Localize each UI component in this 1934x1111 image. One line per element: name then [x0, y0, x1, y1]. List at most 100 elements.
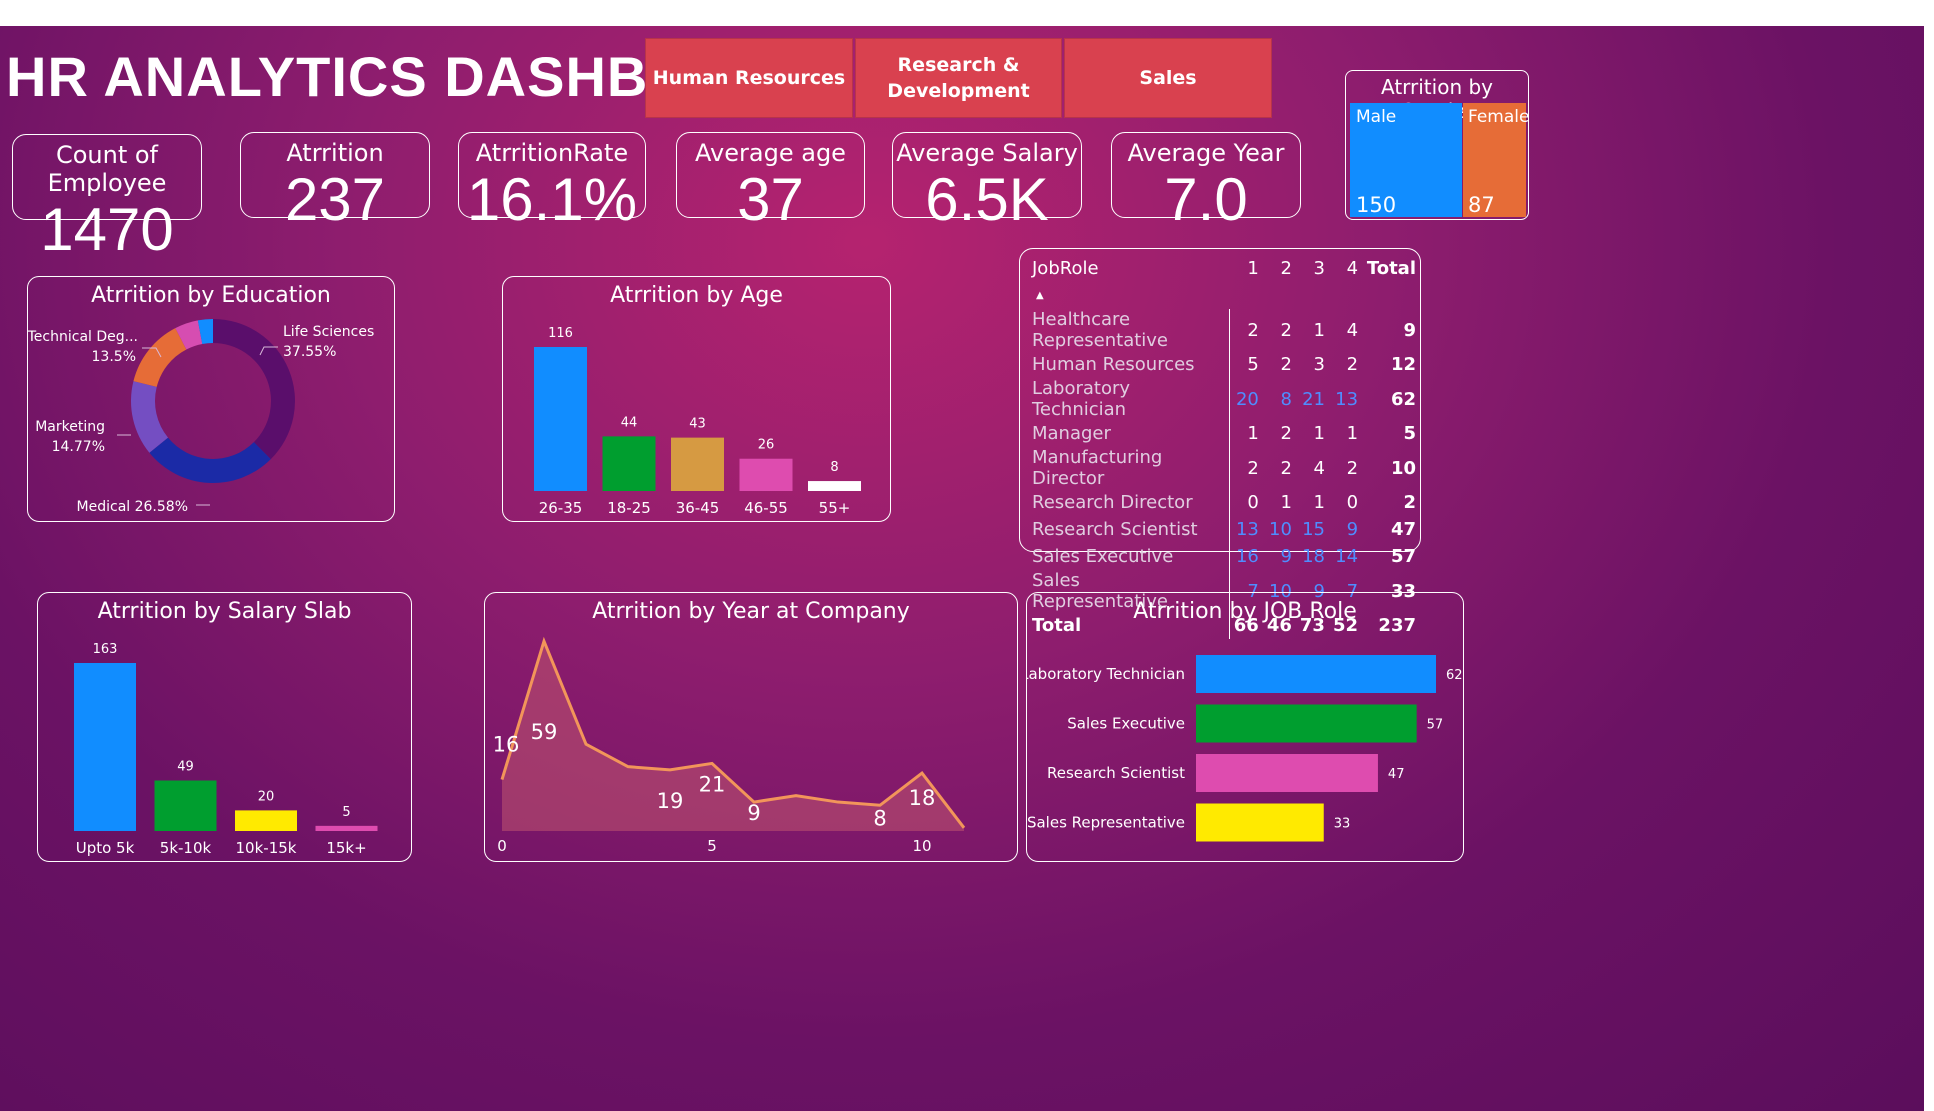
bar[interactable]	[154, 780, 217, 831]
salary-panel: Atrrition by Salary Slab 163 Upto 5k 49 5k-…	[37, 592, 412, 862]
x-tick-label: 0	[497, 837, 507, 855]
matrix-role-cell: Sales Representative	[1032, 570, 1230, 612]
data-label: 59	[531, 720, 558, 744]
matrix-value-cell: 10	[1269, 580, 1292, 602]
matrix-role-cell: Human Resources	[1032, 351, 1230, 378]
gender-female-tile[interactable]: Female 87	[1463, 103, 1529, 217]
matrix-value-cell: 2	[1346, 457, 1359, 479]
matrix-value-cell: 13	[1235, 519, 1259, 540]
bar[interactable]	[235, 810, 297, 831]
leader-line	[259, 346, 278, 356]
kpi-label: Count of Employee	[47, 141, 167, 197]
age-title: Atrrition by Age	[610, 283, 783, 308]
bar[interactable]	[74, 663, 136, 831]
matrix-value-cell: 5	[1247, 354, 1259, 375]
matrix-row[interactable]: Manager 1 2 1 1 5	[1032, 420, 1420, 447]
slicer-sales[interactable]: Sales	[1064, 38, 1272, 118]
matrix-header-jobrole[interactable]: JobRole	[1032, 258, 1099, 279]
matrix-header-col[interactable]: 1	[1247, 258, 1259, 279]
category-label: 18-25	[607, 499, 651, 517]
kpi-value: 6.5K	[925, 166, 1049, 233]
education-panel: Atrrition by Education Technical Deg... …	[27, 276, 395, 522]
matrix-value-cell: 2	[1346, 354, 1359, 375]
donut-slice[interactable]	[133, 328, 187, 387]
gender-male-tile[interactable]: Male 150	[1350, 103, 1462, 217]
matrix-value-cell: 1	[1280, 492, 1292, 513]
kpi-label: Atrrition	[286, 139, 384, 167]
years-panel: Atrrition by Year at Company 16 59 19 21 9 8 1…	[484, 592, 1018, 862]
matrix-value-cell: 13	[1335, 388, 1359, 410]
matrix-value-cell: 4	[1313, 457, 1325, 479]
donut-slice[interactable]	[175, 320, 203, 350]
matrix-header-col[interactable]: 4	[1346, 258, 1359, 279]
matrix-value-cell: 52	[1332, 615, 1359, 636]
matrix-value-cell: 8	[1280, 388, 1292, 410]
slicer-research-development[interactable]: Research & Development	[855, 38, 1062, 118]
matrix-total-cell: 9	[1403, 319, 1416, 341]
salary-title: Atrrition by Salary Slab	[97, 599, 352, 624]
matrix-row[interactable]: Research Scientist 13 10 15 9 47	[1032, 516, 1420, 543]
kpi-value: 237	[284, 166, 386, 233]
matrix-row[interactable]: Healthcare Representative 2 2 1 4 9	[1032, 309, 1420, 351]
data-label: 16	[493, 733, 520, 757]
bar[interactable]	[534, 347, 587, 491]
data-label: 8	[830, 460, 838, 475]
matrix-role-cell: Total	[1032, 612, 1230, 639]
matrix-role-cell: Healthcare Representative	[1032, 309, 1230, 351]
bar[interactable]	[1196, 803, 1324, 842]
matrix-value-cell: 9	[1313, 580, 1325, 602]
salary-bar-chart: 163 Upto 5k 49 5k-10k 20 10k-15k 5 15k+	[74, 642, 378, 857]
donut-slice[interactable]	[213, 319, 295, 460]
kpi-card-attrition: Atrrition 237	[240, 132, 430, 233]
bar[interactable]	[808, 481, 861, 491]
category-label: Sales Executive	[1067, 715, 1185, 733]
matrix-row[interactable]: Laboratory Technician 20 8 21 13 62	[1032, 378, 1420, 420]
kpi-value: 37	[737, 166, 804, 233]
matrix-value-cell: 18	[1302, 546, 1325, 567]
area-line[interactable]	[500, 636, 966, 829]
donut-slice[interactable]	[149, 437, 271, 483]
matrix-total-cell: 5	[1403, 423, 1416, 444]
matrix-value-cell: 4	[1346, 319, 1359, 341]
donut-slice[interactable]	[131, 381, 169, 453]
bar[interactable]	[602, 436, 656, 491]
bar[interactable]	[1196, 754, 1378, 792]
matrix-header-col[interactable]: 3	[1313, 258, 1325, 279]
matrix-value-cell: 1	[1313, 319, 1325, 341]
matrix-value-cell: 2	[1280, 319, 1292, 341]
matrix-row[interactable]: Research Director 0 1 1 0 2	[1032, 489, 1420, 516]
sort-arrow-icon[interactable]: ▲	[1036, 289, 1044, 301]
matrix-row[interactable]: Sales Representative 7 10 9 7 33	[1032, 570, 1420, 612]
dashboard: HR ANALYTICS DASHBOARD Human Resources R…	[0, 26, 1924, 1111]
matrix-header-col[interactable]: 2	[1280, 258, 1292, 279]
bar[interactable]	[1196, 655, 1436, 693]
category-label: 5k-10k	[160, 839, 212, 857]
matrix-value-cell: 2	[1280, 457, 1292, 479]
leader-line	[142, 347, 162, 358]
education-label-medical: Medical 26.58%	[77, 499, 188, 515]
gender-panel: Atrrition by Gender Male 150 Female 87	[1345, 70, 1529, 220]
donut-slice[interactable]	[197, 319, 213, 345]
gender-male-label: Male	[1356, 107, 1397, 127]
data-label: 33	[1334, 817, 1351, 832]
kpi-card-attrition-rate: AtrritionRate 16.1%	[458, 132, 646, 233]
matrix-value-cell: 9	[1346, 519, 1359, 540]
bar[interactable]	[671, 437, 724, 491]
category-label: Sales Representative	[1027, 814, 1185, 832]
matrix-row[interactable]: Sales Executive 16 9 18 14 57	[1032, 543, 1420, 570]
matrix-value-cell: 21	[1302, 388, 1325, 410]
bar[interactable]	[739, 458, 793, 491]
data-label: 116	[548, 326, 573, 341]
data-label: 19	[657, 789, 684, 813]
jobrole-bar-chart: Laboratory Technician 62 Sales Executive 57…	[1027, 655, 1463, 842]
kpi-label: Average age	[695, 139, 846, 167]
matrix-total-row[interactable]: Total 66 46 73 52 237	[1032, 612, 1420, 639]
matrix-row[interactable]: Human Resources 5 2 3 2 12	[1032, 351, 1420, 378]
kpi-card-average-age: Average age 37	[676, 132, 865, 233]
bar[interactable]	[315, 825, 378, 831]
bar[interactable]	[1196, 704, 1417, 743]
matrix-row[interactable]: Manufacturing Director 2 2 4 2 10	[1032, 447, 1420, 489]
matrix-total-cell: 62	[1390, 388, 1416, 410]
slicer-human-resources[interactable]: Human Resources	[645, 38, 853, 118]
matrix-header-total[interactable]: Total	[1366, 258, 1416, 279]
